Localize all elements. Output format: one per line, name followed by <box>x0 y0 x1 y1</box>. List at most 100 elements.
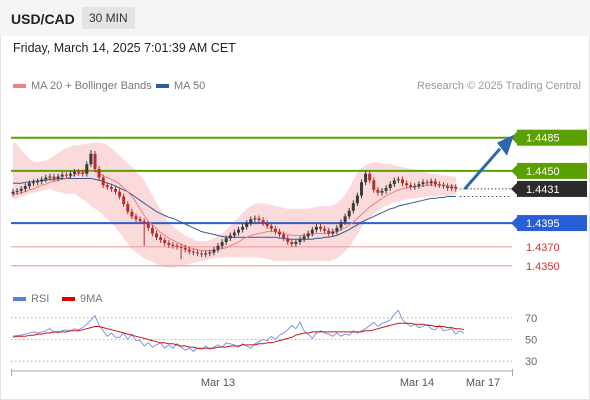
candle-body <box>191 251 195 253</box>
legend-swatch-ma9 <box>62 297 75 302</box>
candle-body <box>220 242 224 246</box>
candle-body <box>216 245 220 250</box>
candle-body <box>138 219 142 222</box>
candle-body <box>310 229 314 234</box>
legend-rsi: RSI <box>13 293 49 305</box>
candle-body <box>200 253 204 255</box>
chart-header: USD/CAD 30 MIN <box>0 0 590 36</box>
rsi-tick-label-2: 30 <box>525 356 537 368</box>
x-tick-label-2: Mar 17 <box>466 377 500 389</box>
x-tick-label-0: Mar 13 <box>201 377 235 389</box>
level-label-3: 1.4370 <box>526 242 560 254</box>
candle-body <box>290 242 294 244</box>
candle-body <box>105 185 109 188</box>
candle-body <box>101 177 105 186</box>
candle-body <box>249 219 253 224</box>
candle-body <box>278 231 281 235</box>
candle-body <box>52 176 56 179</box>
candle-body <box>442 185 445 187</box>
candle-body <box>183 247 187 250</box>
candle-body <box>196 252 199 254</box>
legend-label-rsi: RSI <box>31 293 50 305</box>
candle-body <box>257 218 261 221</box>
candle-body <box>163 240 167 243</box>
candle-body <box>392 180 396 185</box>
level-badge-pointer-2 <box>511 217 517 230</box>
legend-label-ma50: MA 50 <box>174 80 206 92</box>
projection-arrow-head <box>497 134 514 156</box>
candle-body <box>40 179 44 182</box>
candle-body <box>306 233 310 237</box>
candle-body <box>89 153 93 165</box>
candle-body <box>73 171 76 174</box>
candle-body <box>118 191 122 197</box>
level-label-1: 1.4450 <box>526 166 560 178</box>
candle-body <box>167 243 171 245</box>
candle-body <box>319 226 322 229</box>
candle-body <box>335 227 339 232</box>
candle-body <box>294 242 298 244</box>
candle-body <box>146 224 150 228</box>
candle-body <box>171 244 175 246</box>
candle-body <box>93 153 97 169</box>
level-label-0: 1.4485 <box>526 133 560 145</box>
candle-body <box>323 228 327 231</box>
candle-body <box>388 184 392 188</box>
candle-body <box>405 183 409 186</box>
candle-body <box>155 233 158 238</box>
candle-body <box>269 225 273 229</box>
candle-body <box>208 252 212 254</box>
candle-body <box>32 182 35 184</box>
candle-body <box>409 185 413 188</box>
level-label-2: 1.4395 <box>526 218 560 230</box>
candle-body <box>237 229 240 233</box>
candle-body <box>421 182 425 185</box>
candle-body <box>187 249 191 252</box>
candle-body <box>175 245 179 247</box>
candle-body <box>77 171 81 173</box>
candle-body <box>372 180 376 190</box>
candle-body <box>232 232 236 236</box>
candle-body <box>126 204 130 212</box>
rsi-line <box>12 309 465 352</box>
candle-body <box>179 246 183 248</box>
candle-body <box>286 238 290 243</box>
currency-pair-title: USD/CAD <box>11 11 75 27</box>
candle-body <box>298 239 302 243</box>
candle-body <box>204 253 208 255</box>
candle-body <box>245 223 249 227</box>
candle-body <box>56 176 60 179</box>
candle-body <box>15 190 19 192</box>
candle-body <box>97 169 101 178</box>
rsi-ma9-line <box>12 322 465 349</box>
candle-body <box>433 181 437 185</box>
legend-swatch-ma20 <box>13 84 26 89</box>
candle-body <box>85 164 89 174</box>
candle-body <box>130 211 134 217</box>
bollinger-band <box>13 142 456 268</box>
candle-body <box>150 227 154 234</box>
candle-body <box>450 187 454 189</box>
candle-body <box>142 221 146 225</box>
candle-body <box>134 216 138 220</box>
candle-body <box>360 182 363 196</box>
candle-body <box>302 236 306 240</box>
legend-label-ma9: 9MA <box>80 293 103 305</box>
candle-body <box>437 184 441 186</box>
candle-body <box>355 195 359 204</box>
candle-body <box>64 174 68 176</box>
candle-body <box>265 223 269 226</box>
candle-body <box>351 203 355 211</box>
last-price-label: 1.4431 <box>526 184 560 196</box>
timeframe-button[interactable]: 30 MIN <box>82 7 135 29</box>
candle-body <box>159 237 163 241</box>
candle-body <box>446 186 450 188</box>
candle-body <box>81 172 85 174</box>
candle-body <box>68 173 72 176</box>
candle-body <box>331 231 335 234</box>
candle-body <box>339 222 343 228</box>
candle-body <box>228 235 232 239</box>
level-badge-2 <box>517 215 587 232</box>
candle-body <box>36 181 40 183</box>
candle-body <box>114 188 117 192</box>
